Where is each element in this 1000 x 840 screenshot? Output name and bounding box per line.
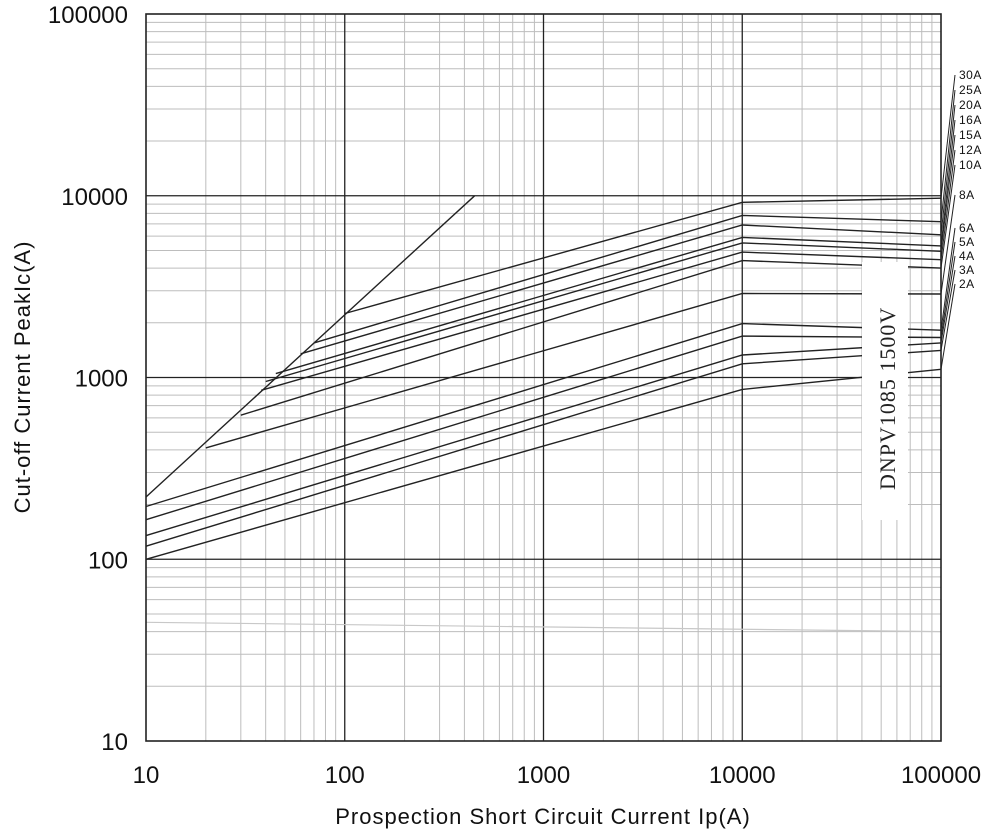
series-leader-10a xyxy=(940,164,956,269)
series-label-8a: 8A xyxy=(959,188,975,202)
y-tick-label: 100000 xyxy=(48,2,128,29)
x-tick-label: 100000 xyxy=(901,762,981,789)
y-axis-title: Cut-off Current PeakIc(A) xyxy=(10,241,35,514)
series-leader-5a xyxy=(940,241,956,338)
series-label-20a: 20A xyxy=(959,98,982,112)
series-leader-2a xyxy=(940,283,956,370)
series-label-25a: 25A xyxy=(959,83,982,97)
series-line-30a xyxy=(344,197,942,315)
series-line-15a xyxy=(265,242,942,383)
y-tick-label: 1000 xyxy=(75,366,128,393)
annotation-box: DNPV1085 1500V xyxy=(862,262,908,520)
series-leader-12a xyxy=(940,149,956,260)
series-leader-8a xyxy=(940,194,956,295)
series-leader-30a xyxy=(940,74,956,199)
series-leader-15a xyxy=(940,134,956,252)
series-leader-25a xyxy=(940,89,956,222)
plot-border xyxy=(145,13,942,742)
annotation-text: DNPV1085 1500V xyxy=(875,307,900,490)
series-line-16a xyxy=(275,236,942,375)
series-line-12a xyxy=(261,251,942,391)
x-tick-label: 10 xyxy=(133,762,160,789)
series-leader-16a xyxy=(940,119,956,246)
series-label-5a: 5A xyxy=(959,235,975,249)
series-label-16a: 16A xyxy=(959,113,982,127)
series-line-20a xyxy=(300,224,942,355)
y-tick-label: 10000 xyxy=(61,184,128,211)
series-leader-4a xyxy=(940,255,956,343)
y-tick-label: 100 xyxy=(88,547,128,574)
tick-labels: 10 100 1000 10000 100000 10 100 1000 10000 100000 xyxy=(48,2,981,789)
series-label-2a: 2A xyxy=(959,277,975,291)
series-label-6a: 6A xyxy=(959,221,975,235)
series-label-30a: 30A xyxy=(959,68,982,82)
series-label-3a: 3A xyxy=(959,263,975,277)
reference-line xyxy=(145,195,476,498)
x-tick-label: 1000 xyxy=(517,762,570,789)
series-label-12a: 12A xyxy=(959,143,982,157)
x-tick-label: 100 xyxy=(325,762,365,789)
series-label-10a: 10A xyxy=(959,158,982,172)
x-tick-label: 10000 xyxy=(709,762,776,789)
faint-line xyxy=(145,621,942,633)
y-tick-label: 10 xyxy=(101,729,128,756)
series-leader-20a xyxy=(940,104,956,235)
annotation-background xyxy=(862,262,908,520)
series-line-25a xyxy=(313,214,942,344)
x-axis-title: Prospection Short Circuit Current Ip(A) xyxy=(335,804,751,829)
series-label-4a: 4A xyxy=(959,249,975,263)
series-label-15a: 15A xyxy=(959,128,982,142)
series-leader-6a xyxy=(940,227,956,331)
series-leader-3a xyxy=(940,269,956,351)
